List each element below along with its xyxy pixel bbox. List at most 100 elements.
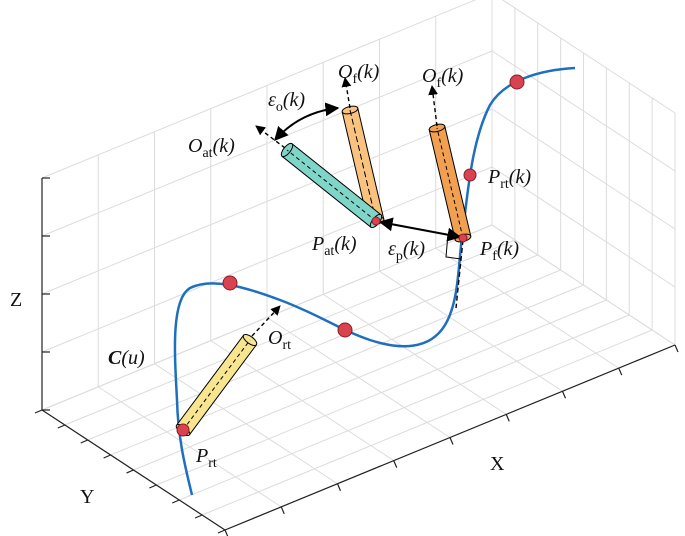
label-main: O: [422, 65, 436, 87]
right-angle: [445, 233, 462, 260]
grid-line: [501, 0, 676, 114]
label-arg: (k): [334, 233, 357, 255]
label-arg: (k): [357, 61, 380, 83]
axis-line: [449, 437, 454, 445]
label-sub: at: [324, 244, 334, 259]
grid-line: [491, 50, 676, 172]
label: εo(k): [268, 89, 305, 115]
point: [458, 233, 468, 243]
label-arg: (k): [403, 238, 426, 260]
arrow: [378, 217, 462, 242]
grid-line: [41, 108, 493, 295]
label: εp(k): [388, 238, 425, 264]
axis-line: [674, 344, 679, 353]
label: Of(k): [338, 61, 380, 87]
axis-line: [57, 424, 66, 429]
label-main: O: [188, 135, 202, 157]
label-main: P: [195, 445, 208, 467]
axis-line: [224, 529, 229, 536]
label-sub: f: [352, 72, 357, 87]
point: [337, 322, 353, 338]
label: Prt(k): [487, 166, 531, 192]
arrow: [274, 102, 340, 142]
axis-line: [172, 499, 180, 504]
label-arg: (u): [121, 347, 145, 369]
point: [371, 216, 381, 226]
arrow: [255, 125, 286, 149]
grid-line: [41, 224, 493, 411]
label-arg: (k): [509, 166, 532, 188]
axis-line: [393, 460, 398, 468]
axis-label: Y: [80, 486, 94, 508]
labels: Of(k) Of(k)εo(k)Oat(k)Prt(k)Pat(k) εp(k) Pf…: [108, 61, 531, 471]
label: Pat(k): [311, 233, 357, 259]
grid-line: [435, 247, 620, 369]
axis-line: [280, 506, 285, 515]
cylinders: [175, 105, 472, 437]
label-sub: p: [396, 249, 403, 264]
label-main: C: [108, 347, 122, 369]
arrows: [251, 77, 464, 337]
grid-line: [201, 329, 653, 516]
point: [176, 423, 190, 437]
grid-line: [156, 299, 607, 486]
grid-line: [41, 0, 477, 179]
cylinder-axis: [349, 109, 377, 222]
axis-line: [80, 439, 88, 444]
label: Of(k): [422, 65, 464, 91]
grid-line: [491, 224, 676, 346]
axis-line: [618, 367, 623, 376]
label-main: ε: [388, 238, 396, 260]
label-sub: f: [436, 76, 441, 91]
label-sub: f: [492, 249, 497, 264]
axis-line: [34, 409, 43, 414]
curve: [173, 66, 576, 496]
label-main: P: [487, 166, 500, 188]
grid-line: [491, 166, 676, 288]
grid-line: [41, 50, 493, 237]
axis-label: X: [490, 453, 505, 475]
label-arg: (k): [497, 238, 520, 260]
label-sub: rt: [208, 456, 217, 471]
grid: [41, 0, 676, 531]
grid-line: [41, 166, 493, 353]
point: [463, 168, 477, 182]
grid-line: [179, 314, 630, 501]
axis-line: [194, 514, 203, 519]
cylinder-axis: [182, 339, 251, 431]
points: [176, 74, 525, 437]
point: [222, 275, 238, 291]
axes: [34, 177, 679, 536]
grid-line: [322, 293, 507, 415]
label-arg: (k): [283, 89, 306, 111]
label-sub: rt: [282, 338, 291, 353]
label: Prt: [195, 445, 217, 471]
label: C(u): [108, 347, 145, 369]
grid-line: [133, 284, 584, 471]
grid-line: [379, 270, 563, 392]
label-main: P: [479, 238, 492, 260]
axis-line: [505, 414, 510, 422]
label-arg: (k): [441, 65, 464, 87]
axis-line: [126, 469, 134, 474]
axis-line: [149, 484, 157, 489]
label-main: ε: [268, 89, 276, 111]
axis-label: Z: [10, 289, 22, 311]
cylinder-axis: [286, 149, 377, 222]
label-arg: (k): [213, 135, 236, 157]
point: [509, 74, 525, 90]
dashed-line: [455, 239, 464, 309]
label-sub: o: [276, 100, 283, 115]
grid-line: [491, 108, 676, 230]
label-sub: rt: [500, 177, 509, 192]
axis-line: [561, 391, 567, 399]
label: Ort: [268, 327, 291, 353]
label: Pf(k): [479, 238, 519, 264]
label: Oat(k): [188, 135, 235, 161]
label-main: O: [338, 61, 352, 83]
label-main: P: [311, 233, 324, 255]
arrow: [341, 77, 352, 109]
label-main: O: [268, 327, 282, 349]
cylinder-axis: [436, 127, 464, 239]
